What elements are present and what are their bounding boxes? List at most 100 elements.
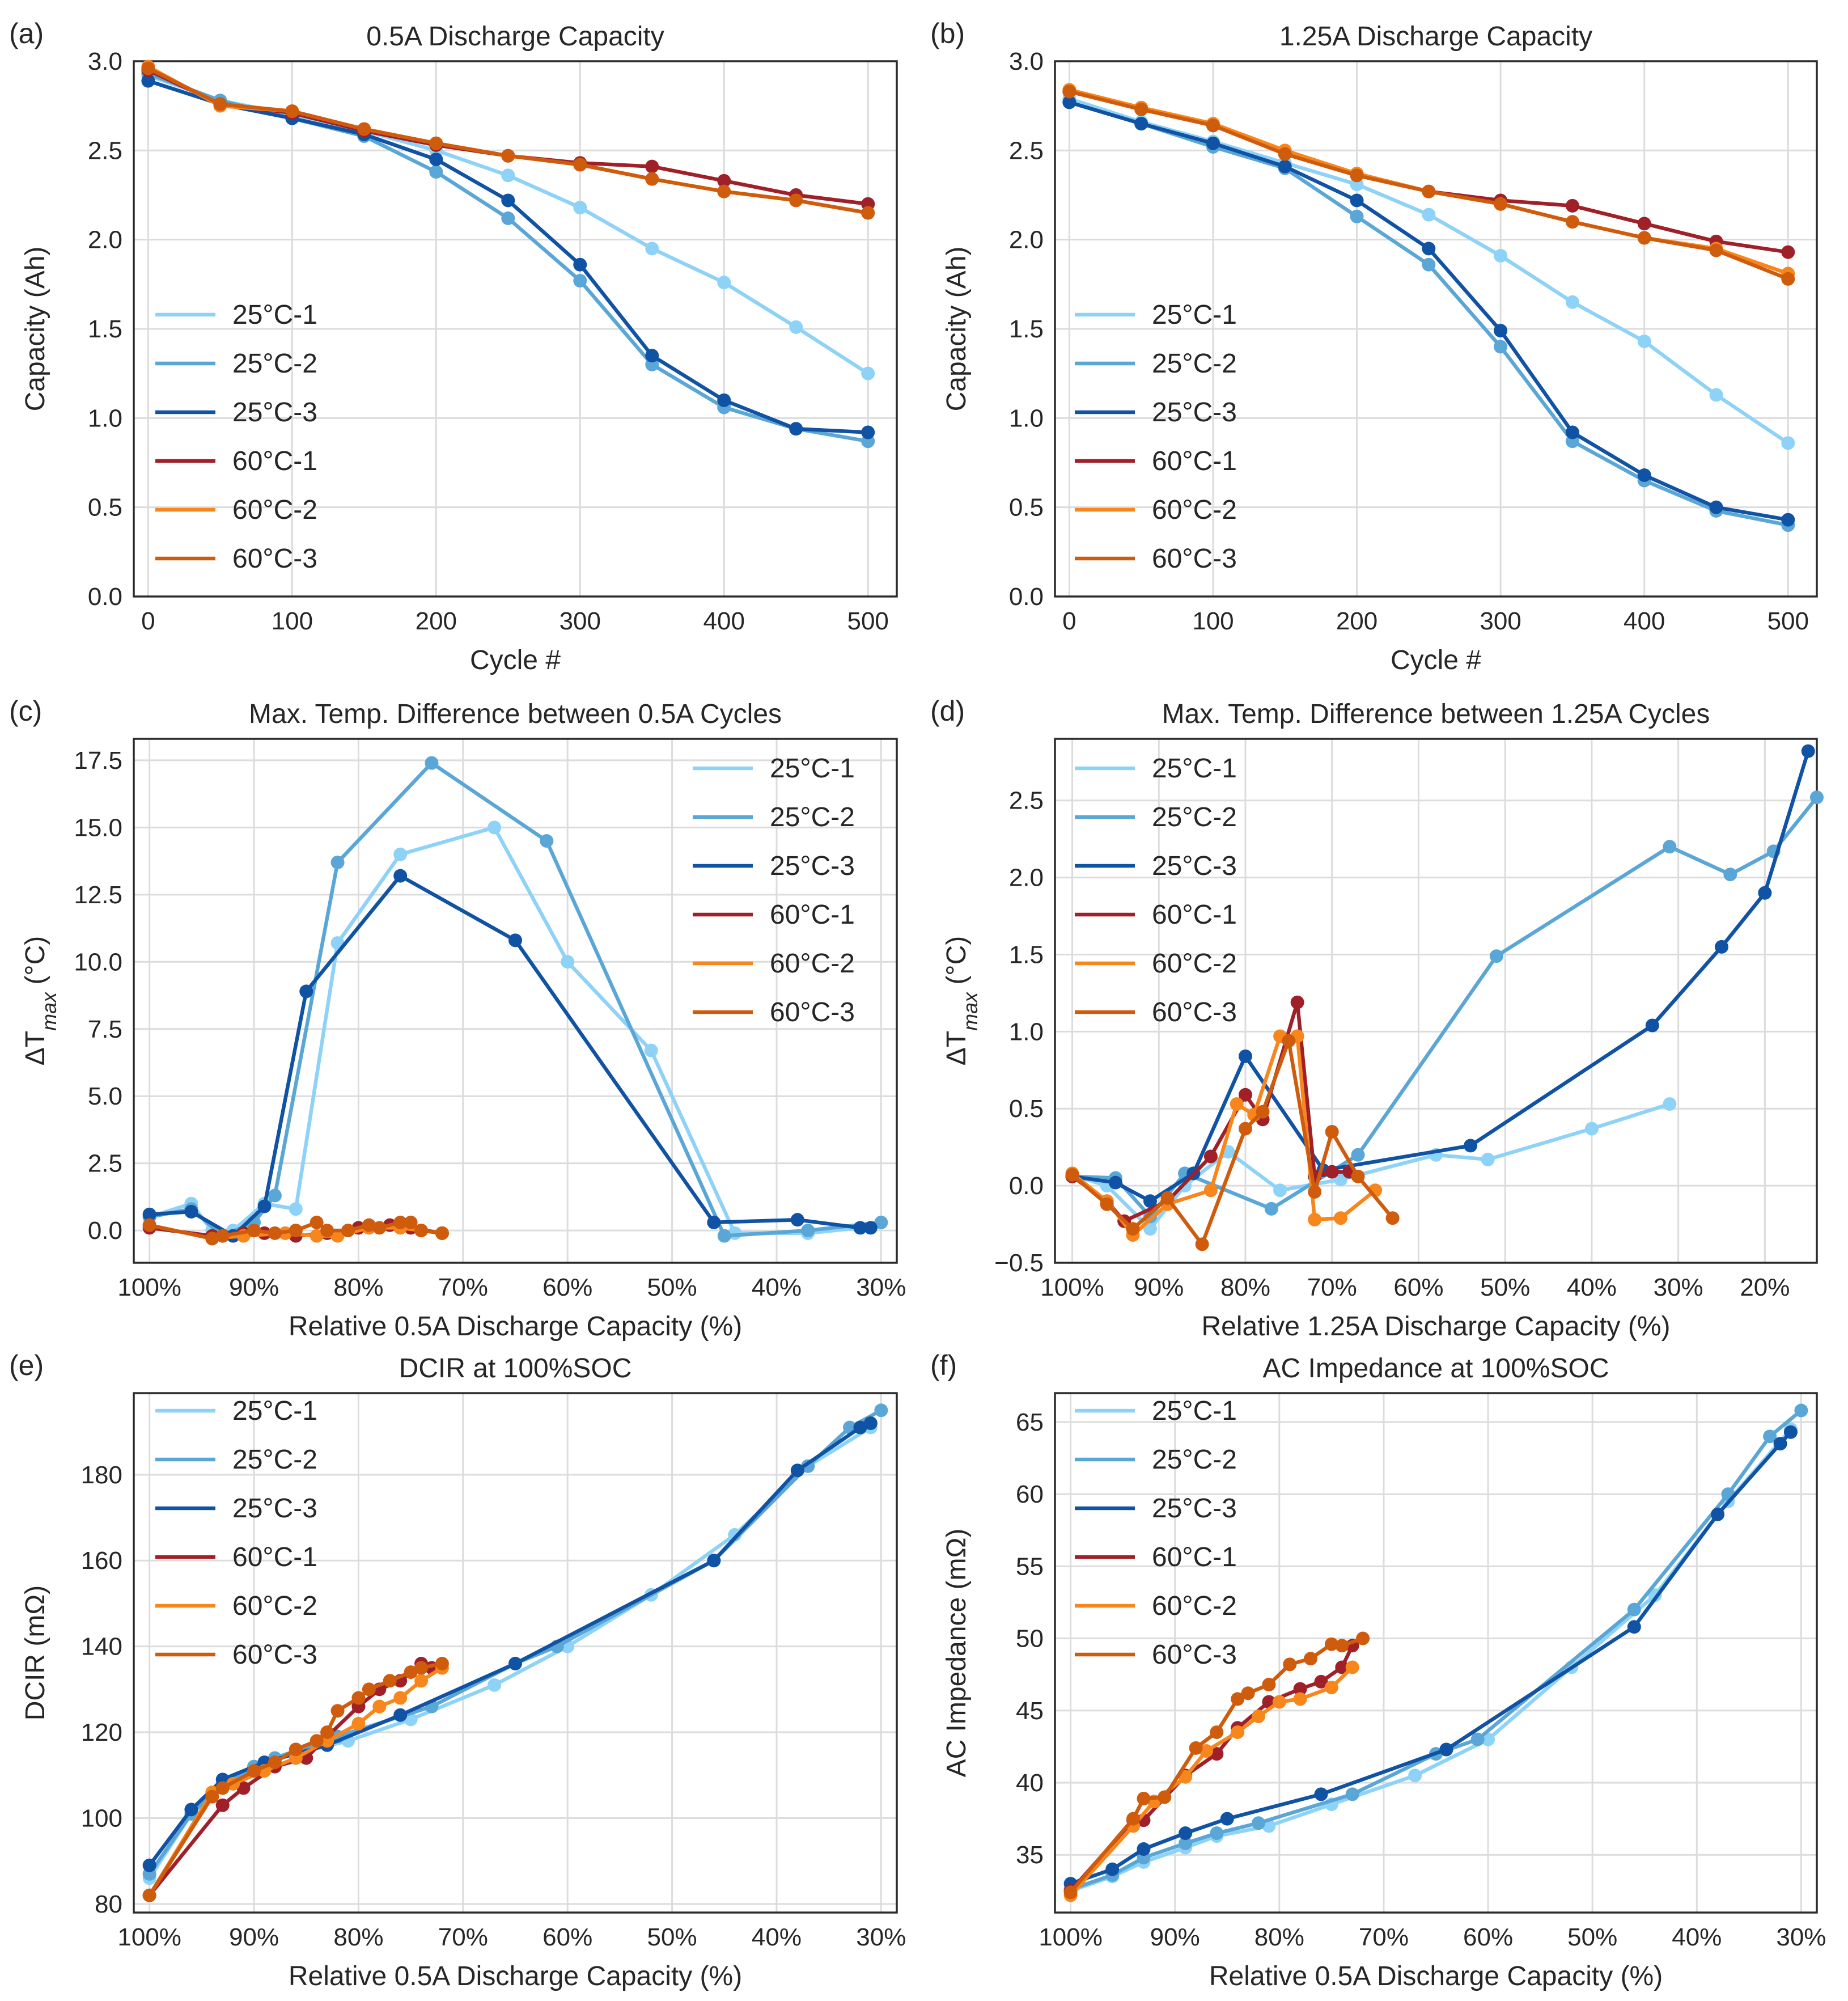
x-tick-label: 500	[1768, 607, 1809, 635]
data-point	[801, 1224, 815, 1238]
data-point	[1356, 1631, 1370, 1645]
panel-label-c: (c)	[9, 695, 42, 727]
data-point	[393, 869, 408, 883]
x-tick-label: 500	[847, 607, 888, 635]
x-tick-label: 0	[141, 607, 155, 635]
data-point	[1709, 388, 1723, 402]
legend-item-25c-2: 25°C-2	[1075, 1445, 1237, 1475]
legend-label: 25°C-1	[1152, 300, 1237, 330]
x-tick-label: 50%	[647, 1923, 697, 1951]
panel-label-b: (b)	[930, 18, 965, 49]
y-tick-label: 10.0	[74, 948, 122, 976]
data-point	[1210, 1826, 1224, 1841]
x-tick-label: 30%	[1654, 1274, 1703, 1301]
x-tick-label: 70%	[438, 1923, 488, 1951]
data-point	[1350, 168, 1364, 183]
data-point	[1494, 248, 1508, 263]
data-point	[1199, 1744, 1213, 1758]
data-point	[425, 756, 439, 770]
data-point	[299, 984, 313, 999]
data-point	[268, 1226, 282, 1240]
data-point	[1203, 1149, 1218, 1164]
data-point	[1781, 245, 1795, 259]
data-point	[310, 1734, 324, 1748]
y-tick-label: 1.5	[88, 315, 122, 343]
data-point	[1335, 1639, 1349, 1653]
x-tick-label: 70%	[438, 1274, 488, 1301]
y-tick-label: 2.5	[88, 1150, 122, 1178]
plot-frame-d	[1054, 738, 1818, 1264]
data-point	[1494, 197, 1508, 211]
data-point	[1252, 1709, 1266, 1723]
data-point	[573, 257, 587, 272]
y-tick-label: 0.0	[88, 583, 122, 611]
legend-item-60c-2: 60°C-2	[1075, 949, 1237, 979]
legend-label: 25°C-1	[1152, 754, 1237, 784]
legend-label: 25°C-1	[1152, 1396, 1237, 1426]
data-point	[1763, 1429, 1777, 1444]
data-point	[1134, 117, 1148, 131]
legend-b: 25°C-1 25°C-2 25°C-3 60°C-1 60°C-2 60°C-3	[1075, 300, 1237, 574]
x-axis-title-f: Relative 0.5A Discharge Capacity (%)	[1209, 1961, 1663, 1991]
data-point	[236, 1781, 251, 1795]
data-point	[393, 1215, 408, 1229]
legend-item-60c-2: 60°C-2	[155, 1591, 317, 1621]
x-tick-label: 100%	[117, 1923, 181, 1951]
data-point	[1126, 1812, 1141, 1826]
data-point	[1494, 324, 1508, 338]
legend-item-60c-1: 60°C-1	[155, 1542, 317, 1572]
y-axis-title-unit: (°C)	[20, 936, 50, 992]
series-b-60c-3	[1062, 84, 1795, 286]
legend-item-60c-2: 60°C-2	[1075, 1591, 1237, 1621]
chart-title-d: Max. Temp. Difference between 1.25A Cycl…	[1162, 699, 1710, 729]
data-point	[330, 1229, 345, 1243]
data-point	[1645, 1018, 1659, 1033]
y-tick-label: 50	[1016, 1625, 1044, 1653]
y-tick-label: 45	[1016, 1697, 1044, 1725]
data-point	[1584, 1122, 1599, 1136]
legend-item-60c-2: 60°C-2	[155, 495, 317, 525]
x-axis-title-d: Relative 1.25A Discharge Capacity (%)	[1201, 1312, 1670, 1342]
legend-item-25c-2: 25°C-2	[155, 349, 317, 379]
y-tick-label: 15.0	[74, 814, 122, 841]
series-f-60c-3	[1063, 1631, 1370, 1900]
data-point	[1231, 1692, 1245, 1706]
legend-label: 60°C-2	[1152, 495, 1237, 525]
data-point	[1100, 1197, 1114, 1211]
series-f-60c-1	[1063, 1639, 1359, 1898]
data-point	[1715, 940, 1728, 954]
y-tick-label: 55	[1016, 1552, 1044, 1580]
legend-label: 25°C-3	[1152, 851, 1237, 881]
legend-item-60c-3: 60°C-3	[155, 1640, 317, 1670]
y-axis-title-a: Capacity (Ah)	[20, 247, 50, 412]
y-axis-title-f: AC Impedance (mΩ)	[942, 1529, 972, 1778]
data-point	[1408, 1769, 1422, 1783]
data-point	[429, 136, 443, 150]
data-point	[1158, 1790, 1172, 1804]
x-tick-label: 0	[1062, 607, 1076, 635]
legend-c: 25°C-1 25°C-2 25°C-3 60°C-1 60°C-2 60°C-3	[693, 754, 855, 1027]
series-c-60c-3	[142, 1215, 449, 1246]
x-tick-label: 50%	[647, 1274, 697, 1301]
legend-label: 25°C-3	[232, 397, 317, 428]
chart-title-f: AC Impedance at 100%SOC	[1263, 1353, 1609, 1384]
y-axis-title-unit: (°C)	[942, 936, 972, 992]
legend-e: 25°C-1 25°C-2 25°C-3 60°C-1 60°C-2 60°C-3	[155, 1396, 317, 1670]
data-point	[362, 1218, 376, 1232]
x-tick-label: 60%	[1463, 1923, 1513, 1951]
y-tick-label: 1.0	[88, 404, 122, 432]
x-tick-label: 20%	[1740, 1274, 1790, 1301]
data-point	[1794, 1403, 1808, 1418]
data-point	[1304, 1652, 1318, 1666]
data-point	[1350, 193, 1364, 208]
y-tick-label: −0.5	[994, 1249, 1044, 1277]
series-a-60c-1	[141, 63, 875, 211]
y-tick-label: 2.0	[1009, 226, 1044, 254]
data-point	[1105, 1862, 1120, 1876]
data-point	[1108, 1175, 1122, 1190]
legend-item-25c-1: 25°C-1	[1075, 754, 1237, 784]
data-point	[1195, 1237, 1209, 1251]
data-point	[1637, 335, 1651, 349]
data-point	[285, 104, 299, 119]
series-e-60c-1	[142, 1656, 439, 1902]
